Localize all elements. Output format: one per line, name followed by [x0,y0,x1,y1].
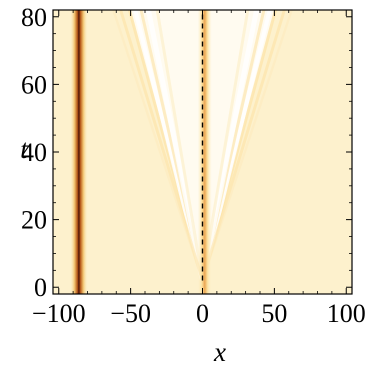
x-tick-label: −100 [32,299,86,328]
y-tick-label: 20 [21,206,47,235]
cone-ray [119,10,204,281]
y-tick-label: 0 [34,273,47,302]
x-axis-label: x [213,337,226,367]
cone-ray [201,10,286,281]
y-tick-label: 40 [21,138,47,167]
stationary-band [197,10,212,294]
stationary-bands [69,10,212,294]
x-tick-label: −50 [110,299,151,328]
y-tick-label: 60 [21,70,47,99]
x-tick-label: 50 [261,299,287,328]
y-tick-label: 80 [21,3,47,32]
cone-ray [112,10,204,281]
cone-ray [155,10,204,281]
x-tick-label: 100 [327,299,366,328]
stationary-band [69,10,88,294]
y-axis-label: t [20,134,29,164]
axis-ticks: −100 −50 0 50 100 0 20 40 60 80 [21,3,366,328]
x-tick-label: 0 [196,299,209,328]
cone-ray [201,10,293,281]
plot-area [53,10,352,294]
